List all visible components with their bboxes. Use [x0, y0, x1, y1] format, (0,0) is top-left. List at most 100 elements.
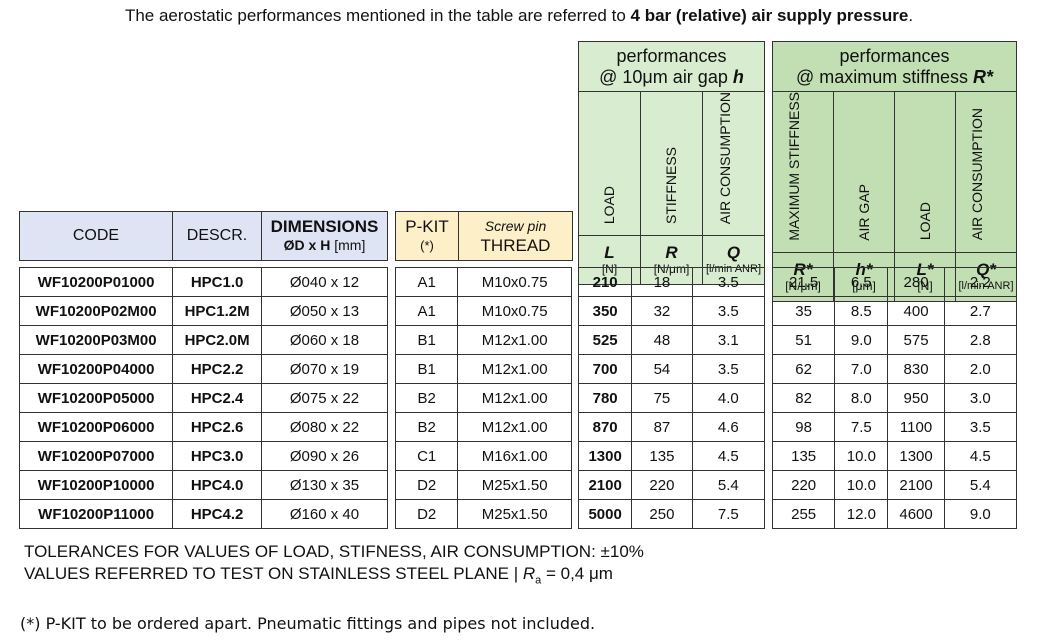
- cell-thread: M12x1.00: [457, 325, 572, 355]
- table-row: B2 M12x1.00: [394, 412, 572, 442]
- cell-rs: 135: [771, 441, 836, 471]
- table-row: 82 8.0 950 3.0: [771, 383, 1018, 413]
- cell-ls: 400: [887, 296, 945, 326]
- cell-dim: Ø080 x 22: [260, 412, 389, 442]
- pkit-header: P-KIT (*): [395, 211, 459, 261]
- table-row: 5000 250 7.5: [577, 499, 766, 529]
- roughness-suffix: = 0,4 μm: [541, 564, 613, 583]
- table-row: 21.5 6.5 280 2.2: [771, 267, 1018, 297]
- table-row: 98 7.5 1100 3.5: [771, 412, 1018, 442]
- cell-descr: HPC2.0M: [172, 325, 262, 355]
- perf1-title-line2: @ 10μm air gap: [599, 66, 733, 87]
- screw-label: Screw pin: [484, 218, 547, 234]
- cell-descr: HPC4.0: [172, 470, 262, 500]
- cell-l: 700: [577, 354, 633, 384]
- cell-code: WF10200P05000: [18, 383, 174, 413]
- cell-qs: 9.0: [943, 499, 1018, 529]
- cell-pkit: B2: [394, 412, 459, 442]
- perf1-title-var: h: [732, 66, 744, 87]
- roughness-var: R: [522, 564, 536, 583]
- descr-header: DESCR.: [172, 211, 262, 261]
- code-header-table: CODE DESCR. DIMENSIONS ØD x H [mm]: [19, 211, 388, 261]
- pkit-header-table: P-KIT (*) Screw pin THREAD: [395, 211, 573, 261]
- cell-ls: 830: [887, 354, 945, 384]
- table-row: 700 54 3.5: [577, 354, 766, 384]
- perf1-col-load-label: LOAD: [601, 186, 617, 225]
- intro-suffix: .: [908, 6, 914, 25]
- cell-thread: M12x1.00: [457, 354, 572, 384]
- cell-qs: 5.4: [943, 470, 1018, 500]
- cell-thread: M25x1.50: [457, 499, 572, 529]
- cell-code: WF10200P07000: [18, 441, 174, 471]
- table-row: B2 M12x1.00: [394, 383, 572, 413]
- cell-code: WF10200P06000: [18, 412, 174, 442]
- dimensions-unit: [mm]: [334, 237, 366, 253]
- cell-hs: 7.5: [834, 412, 889, 442]
- cell-r: 75: [631, 383, 693, 413]
- intro-bold: 4 bar (relative) air supply pressure: [630, 6, 909, 25]
- cell-pkit: B1: [394, 354, 459, 384]
- perf1-col-stiffness-label: STIFFNESS: [663, 147, 679, 225]
- table-row: WF10200P07000 HPC3.0 Ø090 x 26: [18, 441, 389, 471]
- cell-r: 87: [631, 412, 693, 442]
- notes: TOLERANCES FOR VALUES OF LOAD, STIFNESS,…: [24, 541, 644, 591]
- table-row: WF10200P02M00 HPC1.2M Ø050 x 13: [18, 296, 389, 326]
- table-row: WF10200P04000 HPC2.2 Ø070 x 19: [18, 354, 389, 384]
- cell-hs: 6.5: [834, 267, 889, 297]
- cell-ls: 280: [887, 267, 945, 297]
- perf1-header-table: performances @ 10μm air gap h LOAD STIFF…: [578, 41, 765, 286]
- cell-q: 3.5: [691, 296, 766, 326]
- cell-descr: HPC1.0: [172, 267, 262, 297]
- cell-code: WF10200P04000: [18, 354, 174, 384]
- cell-r: 220: [631, 470, 693, 500]
- table-row: B1 M12x1.00: [394, 325, 572, 355]
- perf1-sym-load-text: L: [604, 243, 615, 263]
- roughness-note: VALUES REFERRED TO TEST ON STAINLESS STE…: [24, 563, 644, 591]
- table-row: 870 87 4.6: [577, 412, 766, 442]
- cell-l: 780: [577, 383, 633, 413]
- table-row: 2100 220 5.4: [577, 470, 766, 500]
- table-row: C1 M16x1.00: [394, 441, 572, 471]
- cell-thread: M16x1.00: [457, 441, 572, 471]
- cell-rs: 255: [771, 499, 836, 529]
- cell-pkit: A1: [394, 296, 459, 326]
- table-row: 62 7.0 830 2.0: [771, 354, 1018, 384]
- perf1-title: performances @ 10μm air gap h: [578, 41, 765, 92]
- table-row: 51 9.0 575 2.8: [771, 325, 1018, 355]
- cell-q: 7.5: [691, 499, 766, 529]
- cell-thread: M12x1.00: [457, 383, 572, 413]
- table-row: 220 10.0 2100 5.4: [771, 470, 1018, 500]
- cell-qs: 2.2: [943, 267, 1018, 297]
- cell-dim: Ø160 x 40: [260, 499, 389, 529]
- cell-dim: Ø060 x 18: [260, 325, 389, 355]
- cell-l: 2100: [577, 470, 633, 500]
- cell-qs: 3.5: [943, 412, 1018, 442]
- cell-pkit: C1: [394, 441, 459, 471]
- perf2-col-air-label: AIR CONSUMPTION: [969, 108, 985, 241]
- roughness-prefix: VALUES REFERRED TO TEST ON STAINLESS STE…: [24, 564, 523, 583]
- perf1-col-stiffness: STIFFNESS: [640, 90, 703, 237]
- cell-l: 1300: [577, 441, 633, 471]
- table-row: 350 32 3.5: [577, 296, 766, 326]
- perf2-col-airgap: AIR GAP: [833, 91, 895, 253]
- table-row: 35 8.5 400 2.7: [771, 296, 1018, 326]
- table-row: D2 M25x1.50: [394, 499, 572, 529]
- cell-dim: Ø090 x 26: [260, 441, 389, 471]
- cell-descr: HPC2.4: [172, 383, 262, 413]
- cell-q: 3.1: [691, 325, 766, 355]
- cell-thread: M25x1.50: [457, 470, 572, 500]
- cell-dim: Ø130 x 35: [260, 470, 389, 500]
- cell-r: 135: [631, 441, 693, 471]
- cell-ls: 1100: [887, 412, 945, 442]
- cell-hs: 10.0: [834, 441, 889, 471]
- table-row: 210 18 3.5: [577, 267, 766, 297]
- cell-ls: 1300: [887, 441, 945, 471]
- body-pkit-table: A1 M10x0.75 A1 M10x0.75 B1 M12x1.00 B1 M12x1.00…: [394, 267, 572, 529]
- cell-dim: Ø070 x 19: [260, 354, 389, 384]
- cell-code: WF10200P10000: [18, 470, 174, 500]
- cell-hs: 10.0: [834, 470, 889, 500]
- perf1-col-load: LOAD: [578, 90, 641, 237]
- table-row: A1 M10x0.75: [394, 296, 572, 326]
- perf2-title-line1: performances: [839, 45, 950, 66]
- cell-thread: M10x0.75: [457, 296, 572, 326]
